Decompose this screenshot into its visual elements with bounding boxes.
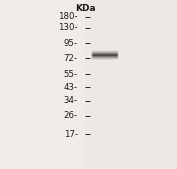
Text: KDa: KDa (75, 4, 95, 13)
Text: 34-: 34- (64, 96, 78, 105)
Text: 55-: 55- (64, 70, 78, 79)
Text: 180-: 180- (58, 12, 78, 21)
Bar (85, 0, 177, 169)
Text: 17-: 17- (64, 130, 78, 139)
Text: 130-: 130- (58, 23, 78, 32)
Text: 26-: 26- (64, 111, 78, 120)
Text: 72-: 72- (64, 54, 78, 63)
Text: 43-: 43- (64, 82, 78, 92)
Text: 95-: 95- (64, 39, 78, 48)
